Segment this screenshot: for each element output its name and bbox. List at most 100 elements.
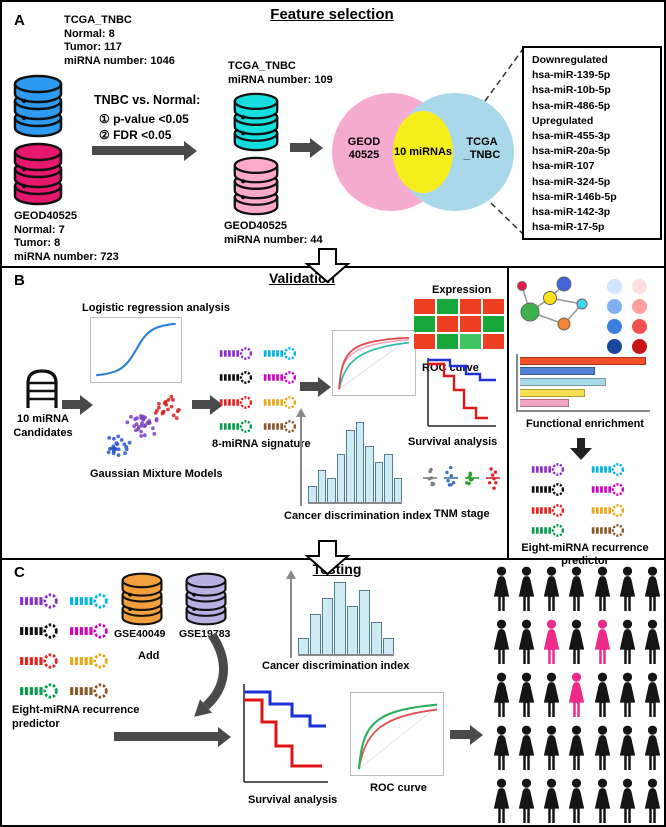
person-icon <box>515 671 538 719</box>
survival-label-validation: Survival analysis <box>408 436 498 448</box>
add-label: Add <box>138 650 160 662</box>
histogram-bar <box>393 478 402 502</box>
mirna-hairpin-icon <box>18 652 60 670</box>
down-arrow-small-icon <box>570 438 592 460</box>
person-icon <box>616 671 639 719</box>
person-icon <box>565 777 588 825</box>
right-arrow-icon <box>192 400 210 409</box>
venn-label-geod: GEOD 40525 <box>347 136 381 161</box>
heatmap-cell <box>414 299 435 315</box>
person-icon <box>490 777 513 825</box>
venn-label-intersection: 10 miRNAs <box>393 146 453 158</box>
mirna-hairpin-icon <box>530 503 566 518</box>
ladder-icon <box>26 369 58 408</box>
mirna-hairpin-icon <box>590 482 626 497</box>
enrichment-bar <box>520 367 596 376</box>
tcga-filtered-stats: TCGA_TNBC miRNA number: 109 <box>228 60 333 86</box>
histogram-bar <box>384 454 393 502</box>
person-icon <box>616 777 639 825</box>
predictor-label-validation: Eight-miRNA recurrence predictor <box>521 542 649 567</box>
heatmap-cell <box>437 299 458 315</box>
mirna-item: hsa-miR-139-5p <box>532 69 611 82</box>
histogram-bar <box>317 470 326 502</box>
person-icon <box>591 724 614 772</box>
heatmap-cell <box>414 316 435 332</box>
down-arrow-icon <box>304 248 351 284</box>
panel-a-title: Feature selection <box>270 6 394 23</box>
logistic-regression-plot <box>90 317 182 383</box>
venn-label-tcga: TCGA _TNBC <box>463 136 501 161</box>
go-dot <box>632 318 647 334</box>
panel-b-title: Validation <box>268 270 336 286</box>
downregulated-list: hsa-miR-139-5p hsa-miR-10b-5p hsa-miR-486-… <box>532 68 652 114</box>
tnm-stage-plot <box>420 450 504 506</box>
mirna-item: hsa-miR-486-5p <box>532 99 611 112</box>
person-icon <box>490 724 513 772</box>
person-icon <box>565 565 588 613</box>
database-icon-geod <box>12 142 64 206</box>
person-icon <box>565 618 588 666</box>
person-icon <box>591 671 614 719</box>
downregulated-header: Downregulated <box>532 54 608 66</box>
upregulated-header: Upregulated <box>532 114 594 127</box>
roc-plot-testing <box>350 692 444 776</box>
gmm-scatter-plot <box>96 390 188 466</box>
heatmap-cell <box>483 333 504 349</box>
expression-heatmap <box>414 299 504 349</box>
person-icon <box>616 724 639 772</box>
go-dot <box>607 278 622 294</box>
database-icon-geod-filtered <box>232 156 280 216</box>
person-icon <box>641 777 664 825</box>
heatmap-cell <box>437 316 458 332</box>
venn-callout-lines <box>484 48 524 235</box>
histogram-bar <box>355 422 364 502</box>
histogram-bar <box>346 430 355 502</box>
person-icon <box>540 724 563 772</box>
mirna-hairpin-icon <box>68 592 110 610</box>
gse40049-label: GSE40049 <box>114 628 166 640</box>
geod-filtered-stats: GEOD40525 miRNA number: 44 <box>224 220 323 246</box>
go-dot-grid <box>602 276 652 356</box>
go-dot <box>632 338 647 354</box>
enrichment-bar-chart <box>516 354 650 412</box>
person-icon <box>515 724 538 772</box>
person-icon <box>515 618 538 666</box>
histogram-bar <box>298 638 310 654</box>
mirna-list-box: Downregulated hsa-miR-139-5p hsa-miR-10b-… <box>522 46 662 240</box>
mirna-hairpin-icon <box>590 503 626 518</box>
heatmap-cell <box>460 316 481 332</box>
mirna-item: hsa-miR-10b-5p <box>532 84 611 97</box>
right-arrow-icon <box>300 382 318 391</box>
right-arrow-icon <box>450 730 470 739</box>
panel-c-label: C <box>14 564 25 581</box>
mirna-item: hsa-miR-20a-5p <box>532 145 611 158</box>
heatmap-cell <box>437 333 458 349</box>
database-icon-gse19783 <box>184 572 228 626</box>
right-arrow-icon <box>114 732 218 741</box>
database-icon-gse40049 <box>120 572 164 626</box>
histogram-bar <box>336 454 345 502</box>
survival-plot-testing <box>234 678 334 790</box>
person-icon <box>540 618 563 666</box>
expression-label: Expression <box>432 284 492 296</box>
mirna-hairpin-icon <box>262 370 298 385</box>
person-icon <box>641 565 664 613</box>
network-graph <box>512 274 596 340</box>
enrichment-bar <box>520 377 606 386</box>
histogram-bar <box>365 446 374 502</box>
enrichment-bar <box>520 356 647 365</box>
survival-label-testing: Survival analysis <box>248 794 338 806</box>
mirna-hairpin-icon <box>530 482 566 497</box>
database-icon-tcga <box>12 74 64 138</box>
right-arrow-icon <box>290 143 310 152</box>
histogram-bar <box>334 582 346 654</box>
survival-plot-validation <box>420 354 500 434</box>
person-icon <box>515 565 538 613</box>
person-icon <box>490 565 513 613</box>
geod-dataset-stats: GEOD40525 Normal: 7 Tumor: 8 miRNA numbe… <box>14 210 119 263</box>
cdi-axis-validation <box>296 408 306 506</box>
person-icon <box>490 671 513 719</box>
patient-cohort-grid <box>490 565 664 825</box>
histogram-bar <box>374 462 383 502</box>
panel-b-label: B <box>14 272 25 289</box>
